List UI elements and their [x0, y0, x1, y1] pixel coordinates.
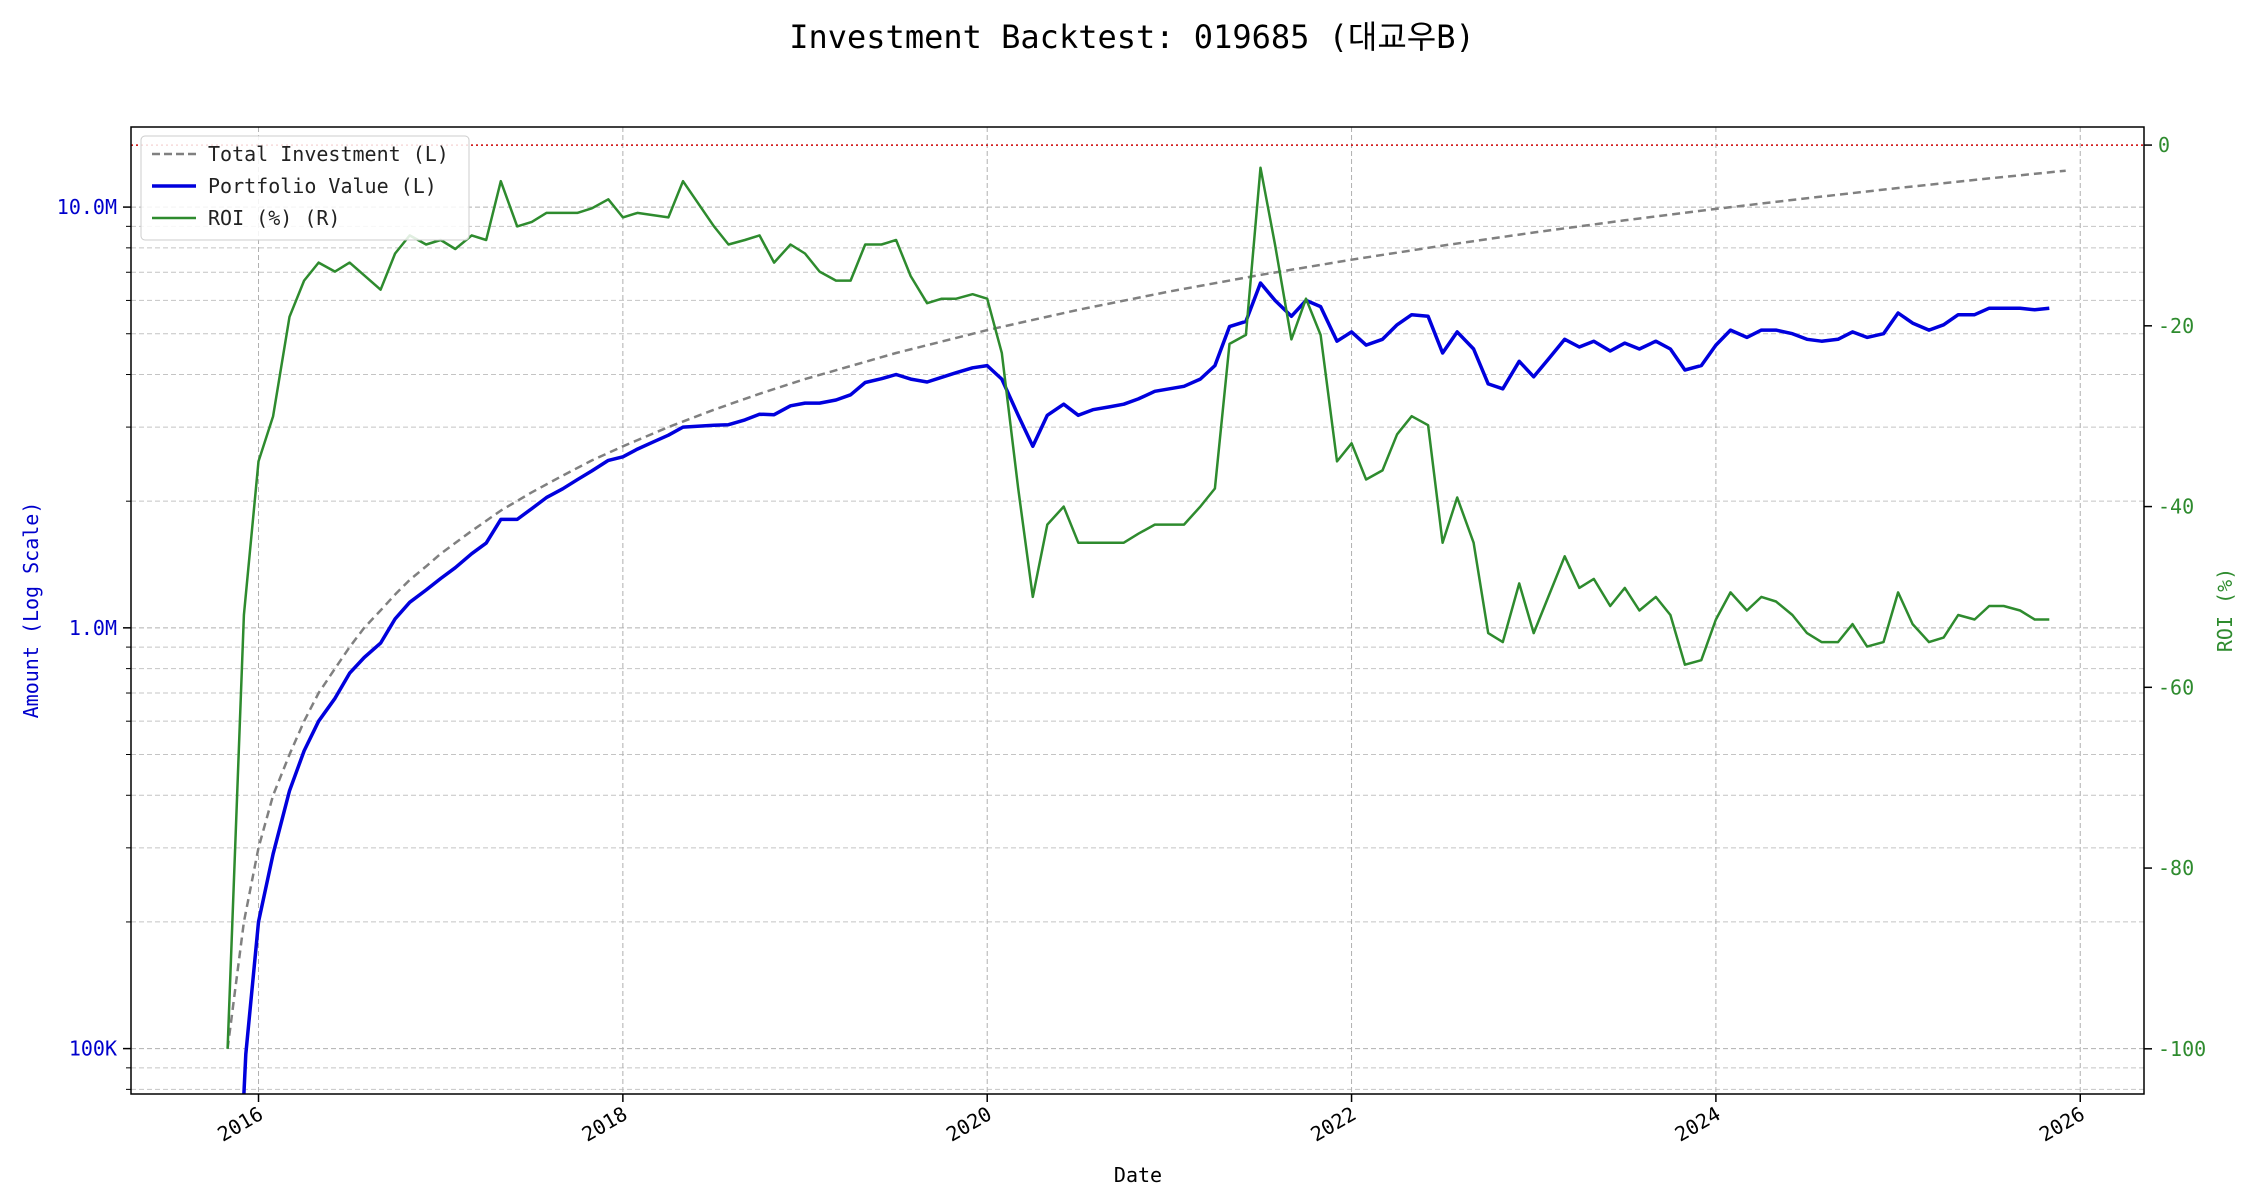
x-axis: 2016 2018 2020 2022 2024 2026	[213, 1094, 2089, 1147]
y-axis-left: 100K 1.0M 10.0M	[57, 195, 131, 1090]
x-tick-label: 2020	[942, 1102, 996, 1147]
legend: Total Investment (L) Portfolio Value (L)…	[140, 135, 470, 241]
x-tick-label: 2022	[1306, 1102, 1360, 1147]
legend-box	[140, 135, 470, 241]
grid-layer	[131, 127, 2144, 1094]
legend-label-portfolio-value: Portfolio Value (L)	[208, 174, 437, 198]
y-right-tick-label: -20	[2158, 314, 2194, 338]
x-tick-label: 2026	[2035, 1102, 2089, 1147]
total-investment-line	[226, 169, 2066, 1049]
roi-line	[226, 166, 2050, 1049]
y-right-tick-label: -40	[2158, 495, 2194, 519]
legend-label-total-investment: Total Investment (L)	[208, 142, 449, 166]
series-layer	[226, 166, 2066, 1095]
y-axis-left-label: Amount (Log Scale)	[19, 502, 43, 719]
portfolio-value-line	[242, 281, 2050, 1095]
chart-title: Investment Backtest: 019685 (대교우B)	[789, 18, 1475, 56]
legend-label-roi: ROI (%) (R)	[208, 206, 340, 230]
y-right-tick-label: 0	[2158, 133, 2170, 157]
y-axis-right: 0 -20 -40 -60 -80 -100	[2144, 133, 2206, 1061]
x-tick-label: 2018	[578, 1102, 632, 1147]
y-right-tick-label: -60	[2158, 675, 2194, 699]
y-left-tick-label: 1.0M	[69, 616, 117, 640]
x-axis-label: Date	[1114, 1163, 1162, 1187]
y-right-tick-label: -80	[2158, 856, 2194, 880]
x-tick-label: 2024	[1671, 1102, 1725, 1147]
y-left-tick-label: 10.0M	[57, 195, 117, 219]
y-axis-right-label: ROI (%)	[2213, 568, 2237, 652]
x-tick-label: 2016	[213, 1102, 267, 1147]
plot-frame	[130, 126, 2145, 1095]
y-left-tick-label: 100K	[69, 1037, 117, 1061]
y-right-tick-label: -100	[2158, 1037, 2206, 1061]
